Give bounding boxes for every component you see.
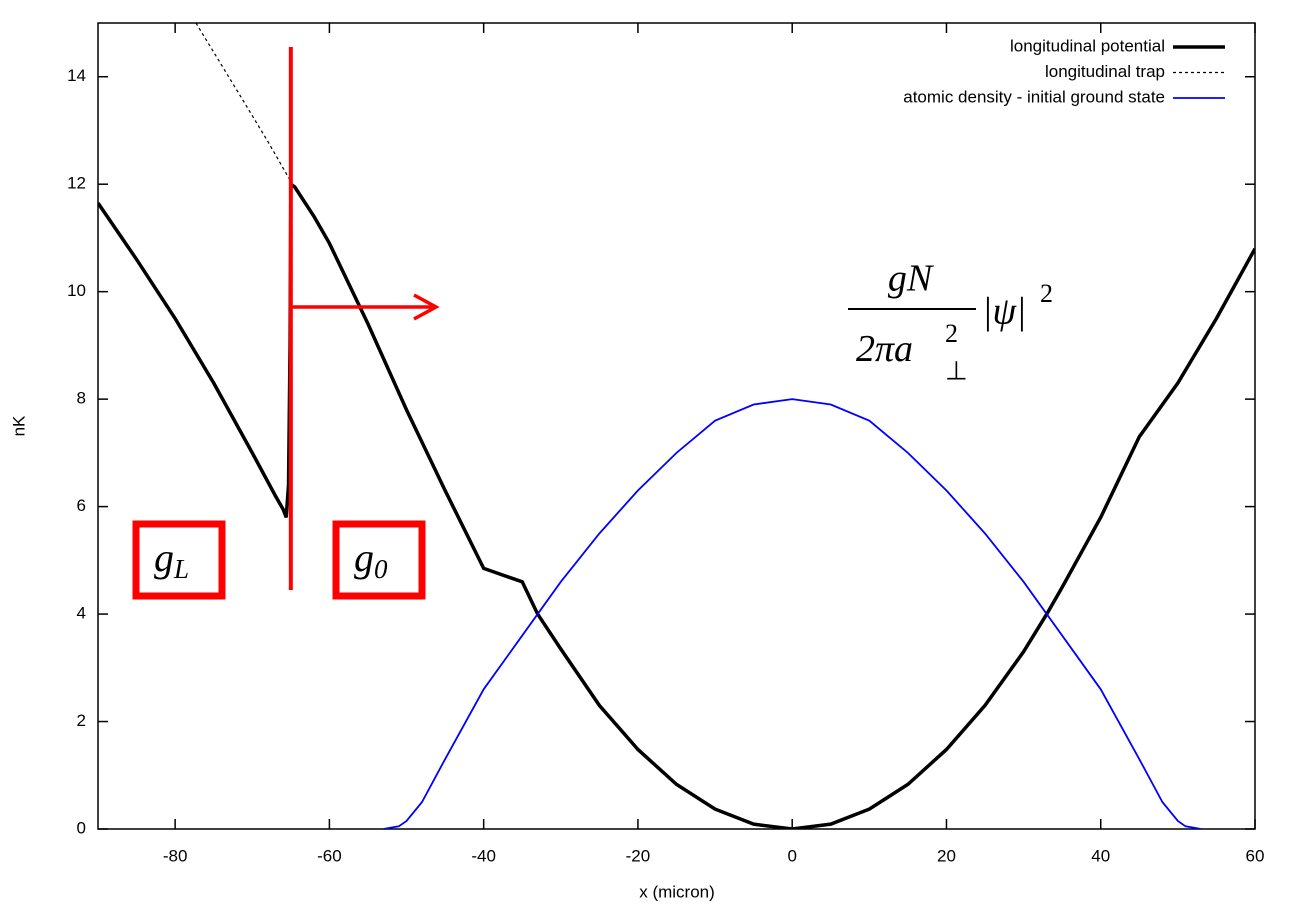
y-tick-label: 0 bbox=[77, 818, 86, 837]
x-tick-label: 60 bbox=[1246, 846, 1265, 865]
legend-label: atomic density - initial ground state bbox=[903, 87, 1165, 106]
x-tick-label: -80 bbox=[163, 846, 188, 865]
y-axis-label: nK bbox=[9, 415, 28, 436]
region-label-base: g bbox=[354, 535, 374, 580]
x-tick-label: 40 bbox=[1091, 846, 1110, 865]
region-label-sub: 0 bbox=[374, 554, 388, 584]
y-tick-label: 12 bbox=[67, 174, 86, 193]
y-tick-label: 10 bbox=[67, 281, 86, 300]
region-label-base: g bbox=[154, 535, 174, 580]
region-box bbox=[332, 520, 426, 600]
plot-frame bbox=[97, 22, 1256, 830]
formula-denominator-sub: ⊥ bbox=[945, 357, 968, 387]
series-line bbox=[383, 398, 1202, 829]
y-tick-label: 14 bbox=[67, 66, 86, 85]
x-tick-label: 0 bbox=[787, 846, 796, 865]
x-tick-label: -60 bbox=[317, 846, 342, 865]
x-tick-label: -40 bbox=[471, 846, 496, 865]
formula-numerator: gN bbox=[888, 258, 935, 300]
region-label: g0 bbox=[354, 535, 388, 584]
x-tick-label: -20 bbox=[626, 846, 651, 865]
arrow-head bbox=[413, 293, 440, 321]
formula-factor: |ψ| bbox=[982, 291, 1027, 333]
legend-label: longitudinal potential bbox=[1010, 36, 1165, 55]
formula-denominator-sup: 2 bbox=[945, 319, 958, 348]
series-line bbox=[98, 180, 1255, 829]
formula-factor-sup: 2 bbox=[1040, 279, 1053, 308]
legend-label: longitudinal trap bbox=[1045, 62, 1165, 81]
formula-denominator-main: 2πa bbox=[856, 328, 913, 370]
y-tick-label: 8 bbox=[77, 389, 86, 408]
y-tick-label: 6 bbox=[77, 496, 86, 515]
series-line bbox=[195, 23, 292, 182]
region-label: gL bbox=[154, 535, 189, 584]
region-label-sub: L bbox=[173, 554, 189, 584]
y-tick-label: 4 bbox=[77, 604, 86, 623]
x-tick-label: 20 bbox=[937, 846, 956, 865]
x-axis-label: x (micron) bbox=[639, 882, 715, 901]
region-box bbox=[132, 520, 226, 600]
formula-denominator: 2πa bbox=[856, 328, 913, 370]
y-tick-label: 2 bbox=[77, 711, 86, 730]
